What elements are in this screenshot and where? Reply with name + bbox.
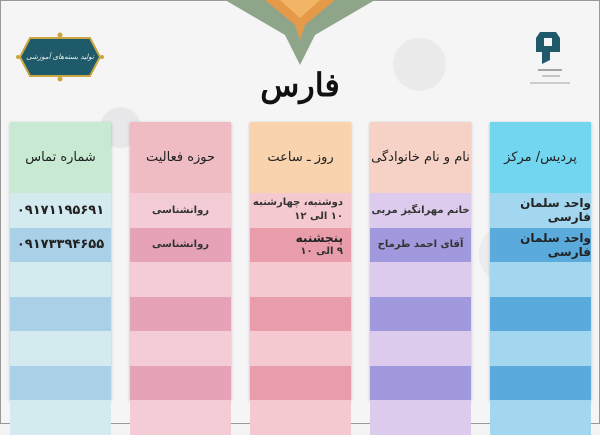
table-cell xyxy=(250,296,351,331)
cell-text: روانشناسی xyxy=(151,239,210,251)
table-cell xyxy=(370,400,471,435)
table-cell xyxy=(370,331,471,366)
column-header: شماره تماس xyxy=(10,122,111,193)
table-cell: دوشنبه، چهارشنبه ۱۰ الی ۱۲ xyxy=(250,193,351,228)
column-day-time: روز ـ ساعت دوشنبه، چهارشنبه ۱۰ الی ۱۲ پنجشن… xyxy=(250,122,351,435)
column-contact-number: شماره تماس ۰۹۱۷۱۱۹۵۶۹۱ ۰۹۱۷۳۳۹۴۶۵۵ xyxy=(10,122,111,435)
table-cell xyxy=(490,365,591,400)
table-cell xyxy=(250,331,351,366)
cell-text: روانشناسی xyxy=(151,204,210,216)
table-cell xyxy=(490,296,591,331)
table-cell xyxy=(490,262,591,297)
table-cell xyxy=(130,400,231,435)
table-cell xyxy=(130,296,231,331)
table-cell xyxy=(250,262,351,297)
badge-text: تولید بسته‌های آموزشی xyxy=(26,52,94,61)
cell-text: واحد سلمان فارسی xyxy=(520,196,591,225)
table-cell xyxy=(130,331,231,366)
column-header: پردیس/ مرکز xyxy=(490,122,591,193)
table-cell xyxy=(10,400,111,435)
column-campus-center: پردیس/ مرکز واحد سلمان فارسی واحد سلمان فا… xyxy=(490,122,591,435)
table-cell xyxy=(250,365,351,400)
table-cell xyxy=(250,400,351,435)
table-cell: روانشناسی xyxy=(130,193,231,228)
table-cell xyxy=(10,296,111,331)
table-cell xyxy=(10,365,111,400)
badge-logo xyxy=(16,32,104,82)
table-cell xyxy=(10,331,111,366)
table-cell: ۰۹۱۷۳۳۹۴۶۵۵ xyxy=(10,227,111,262)
table-cell: ۰۹۱۷۱۱۹۵۶۹۱ xyxy=(10,193,111,228)
university-logo xyxy=(530,32,570,84)
table-cell xyxy=(370,296,471,331)
page-title: فارس xyxy=(260,66,340,104)
cell-line: ۱۰ الی ۱۲ xyxy=(294,211,343,223)
table-cell: روانشناسی xyxy=(130,227,231,262)
column-header: نام و نام خانوادگی xyxy=(370,122,471,193)
cell-text: واحد سلمان فارسی xyxy=(520,230,591,259)
ornament-icon xyxy=(225,0,375,65)
table-cell xyxy=(490,331,591,366)
cell-text: ۰۹۱۷۳۳۹۴۶۵۵ xyxy=(16,237,105,253)
table-cell: واحد سلمان فارسی xyxy=(490,227,591,262)
table-cell xyxy=(490,400,591,435)
table-cell xyxy=(370,262,471,297)
cell-line: دوشنبه، چهارشنبه xyxy=(252,197,343,209)
table-cell xyxy=(370,365,471,400)
column-header: روز ـ ساعت xyxy=(250,122,351,193)
table-cell: آقای احمد طرماح xyxy=(370,227,471,262)
table-cell xyxy=(130,262,231,297)
table-cell: واحد سلمان فارسی xyxy=(490,193,591,228)
cell-line: ۹ الی ۱۰ xyxy=(300,245,343,257)
table-cell xyxy=(130,365,231,400)
table-cell: خانم مهرانگیز مربی xyxy=(370,193,471,228)
table-cell xyxy=(10,262,111,297)
column-activity-field: حوزه فعالیت روانشناسی روانشناسی xyxy=(130,122,231,435)
cell-text: ۰۹۱۷۱۱۹۵۶۹۱ xyxy=(16,202,105,218)
column-header: حوزه فعالیت xyxy=(130,122,231,193)
cell-line: پنجشنبه xyxy=(295,230,343,245)
cell-text: خانم مهرانگیز مربی xyxy=(371,204,470,216)
table-cell: پنجشنبه ۹ الی ۱۰ xyxy=(250,227,351,262)
cell-text: آقای احمد طرماح xyxy=(377,239,464,251)
column-full-name: نام و نام خانوادگی خانم مهرانگیز مربی آقای… xyxy=(370,122,471,435)
